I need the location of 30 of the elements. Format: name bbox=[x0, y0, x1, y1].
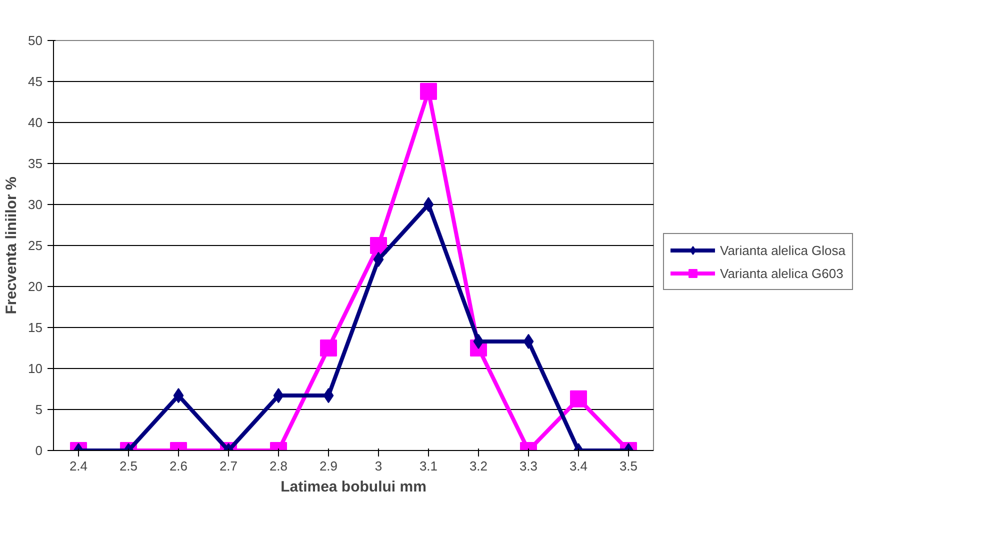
y-tick-label: 35 bbox=[28, 156, 43, 171]
y-tick-label: 25 bbox=[28, 238, 43, 253]
x-tick-label: 3.5 bbox=[619, 458, 638, 474]
y-tick-label: 40 bbox=[28, 115, 43, 130]
x-tick-label: 2.9 bbox=[319, 458, 338, 474]
x-tick-label: 3.4 bbox=[569, 458, 588, 474]
point bbox=[373, 252, 384, 267]
y-tick-label: 5 bbox=[35, 402, 43, 417]
x-tick-label: 2.4 bbox=[69, 458, 88, 474]
y-tick-label: 45 bbox=[28, 74, 43, 89]
x-tick-label: 3.2 bbox=[469, 458, 488, 474]
y-tick-label: 20 bbox=[28, 279, 43, 294]
y-axis-title: Frecventa liniilor % bbox=[3, 176, 20, 314]
y-tick-label: 10 bbox=[28, 361, 43, 376]
x-tick-label: 3.1 bbox=[419, 458, 438, 474]
y-tick-label: 50 bbox=[28, 33, 43, 48]
x-tick-label: 2.8 bbox=[269, 458, 288, 474]
legend-label: Varianta alelica Glosa bbox=[720, 242, 846, 258]
y-tick-label: 15 bbox=[28, 320, 43, 335]
y-tick-label: 30 bbox=[28, 197, 43, 212]
x-tick-label: 2.6 bbox=[169, 458, 188, 474]
point bbox=[423, 197, 434, 212]
legend-label: Varianta alelica G603 bbox=[720, 266, 844, 280]
point bbox=[370, 237, 387, 254]
y-tick-label: 0 bbox=[35, 443, 43, 458]
x-tick-label: 2.7 bbox=[219, 458, 238, 474]
x-axis-title: Latimea bobului mm bbox=[280, 478, 426, 496]
x-tick-label: 2.5 bbox=[119, 458, 138, 474]
x-tick-label: 3 bbox=[374, 458, 382, 474]
x-tick-label: 3.3 bbox=[519, 458, 538, 474]
